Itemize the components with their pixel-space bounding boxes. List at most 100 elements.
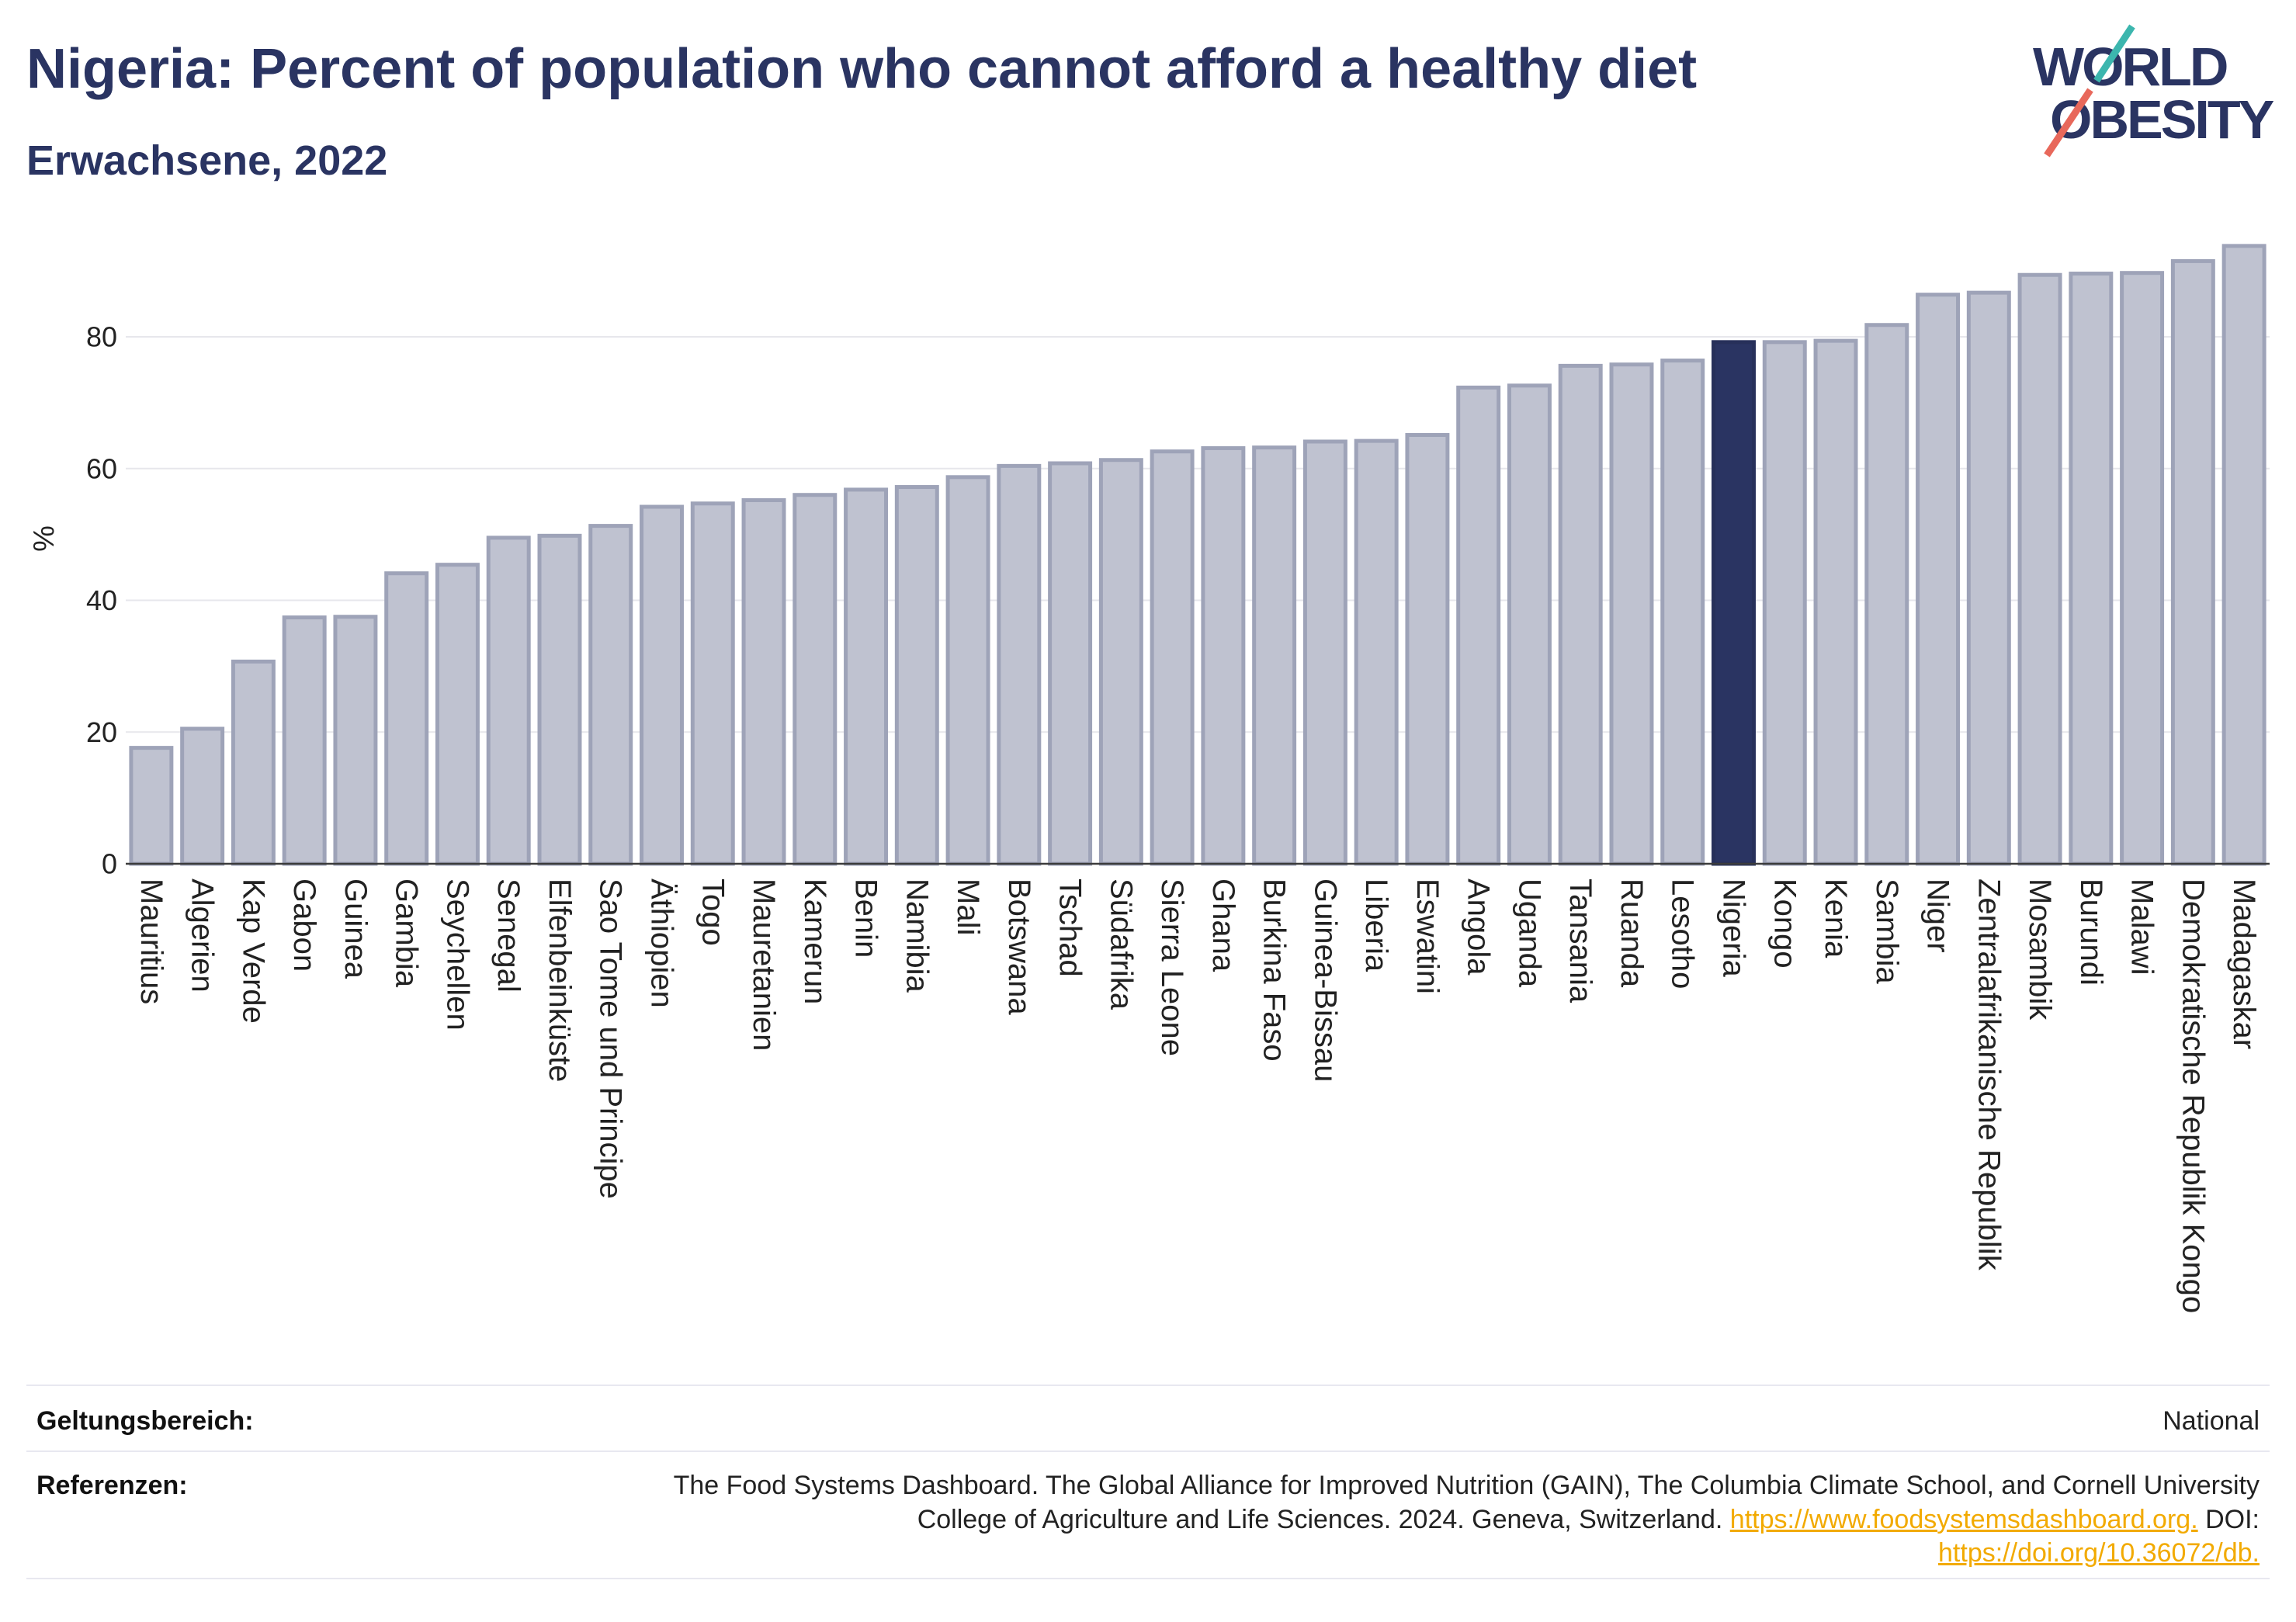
x-tick-label: Tansania xyxy=(1563,879,1597,1003)
bar-seychellen xyxy=(435,563,480,866)
x-tick-label: Mali xyxy=(951,879,985,935)
bar-kenia xyxy=(1813,338,1858,866)
reference-line-2: College of Agriculture and Life Sciences… xyxy=(674,1503,2260,1537)
x-tick-label: Uganda xyxy=(1512,879,1546,988)
bar-niger xyxy=(1916,293,1961,866)
doi-link[interactable]: https://doi.org/10.36072/db. xyxy=(1938,1538,2260,1568)
x-tick-label: Elfenbeinküste xyxy=(543,879,577,1082)
logo-text-obesity: OBESITY xyxy=(2050,89,2274,150)
bar-kamerun xyxy=(793,493,838,866)
bar-sudafrika xyxy=(1098,458,1143,866)
x-tick-label: Sambia xyxy=(1870,879,1904,984)
x-tick-label: Sierra Leone xyxy=(1155,879,1189,1056)
bar-sambia xyxy=(1864,323,1909,866)
x-axis-labels: Mauritius Algerien Kap Verde Gabon Guinea Gam… xyxy=(134,879,2261,1313)
bar-liberia xyxy=(1354,438,1399,866)
bar-angola xyxy=(1456,385,1501,866)
x-tick-label: Mauretanien xyxy=(747,879,781,1051)
footer-divider xyxy=(26,1578,2270,1579)
dashboard-link[interactable]: https://www.foodsystemsdashboard.org. xyxy=(1729,1504,2198,1534)
x-tick-label: Namibia xyxy=(900,879,934,993)
x-tick-label: Guinea xyxy=(338,879,373,979)
bar-madagaskar xyxy=(2221,244,2267,866)
x-tick-label: Liberia xyxy=(1359,879,1393,972)
bar-lesotho xyxy=(1660,359,1705,866)
y-axis-ticks: 0 20 40 60 80 xyxy=(86,321,117,880)
x-tick-label: Gambia xyxy=(390,879,424,988)
bars xyxy=(129,244,2267,866)
x-tick-label: Sao Tome und Principe xyxy=(594,879,628,1199)
bar-guinea-bissau xyxy=(1302,439,1347,866)
bar-uganda xyxy=(1507,383,1552,866)
bar-nigeria xyxy=(1712,340,1756,866)
bar-ghana xyxy=(1201,445,1246,866)
bar-burkina-faso xyxy=(1252,445,1297,866)
x-tick-label: Botswana xyxy=(1002,879,1036,1015)
y-tick-label: 40 xyxy=(86,584,117,616)
x-tick-label: Mauritius xyxy=(134,879,168,1004)
bar-burundi xyxy=(2069,272,2114,866)
bar-kap-verde xyxy=(231,659,276,866)
bar-mauretanien xyxy=(741,498,786,866)
bar-benin xyxy=(844,487,889,866)
x-tick-label: Demokratische Republik Kongo xyxy=(2176,879,2210,1313)
x-tick-label: Angola xyxy=(1462,879,1496,976)
bar-tschad xyxy=(1048,461,1093,866)
bar-namibia xyxy=(894,485,939,866)
x-tick-label: Südafrika xyxy=(1104,879,1138,1010)
bar-zentralafrikanische-republik xyxy=(1966,290,2011,866)
y-tick-label: 0 xyxy=(102,848,117,880)
bar-mosambik xyxy=(2017,272,2062,866)
x-tick-label: Lesotho xyxy=(1666,879,1700,989)
x-tick-label: Eswatini xyxy=(1410,879,1445,994)
x-tick-label: Burkina Faso xyxy=(1257,879,1292,1062)
x-tick-label: Seychellen xyxy=(440,879,474,1031)
references-label: Referenzen: xyxy=(36,1471,188,1500)
y-tick-label: 20 xyxy=(86,716,117,748)
bar-chart: % 0 20 40 60 80 Mauritius Algerien Kap Verde Gab… xyxy=(28,244,2270,1313)
world-obesity-logo: WORLD OBESITY xyxy=(2026,23,2290,163)
x-tick-label: Togo xyxy=(695,879,730,946)
x-tick-label: Ghana xyxy=(1206,879,1240,972)
y-tick-label: 60 xyxy=(86,452,117,484)
x-tick-label: Algerien xyxy=(186,879,220,993)
x-tick-label: Niger xyxy=(1921,879,1955,953)
bar-sierra-leone xyxy=(1150,449,1195,866)
bar-athiopien xyxy=(640,504,684,866)
x-tick-label: Malawi xyxy=(2125,879,2159,975)
bar-algerien xyxy=(180,726,225,866)
bar-togo xyxy=(690,501,735,866)
bar-botswana xyxy=(997,463,1042,866)
bar-mauritius xyxy=(129,746,174,866)
logo-slash-icon xyxy=(2044,24,2135,158)
reference-text: College of Agriculture and Life Sciences… xyxy=(917,1504,1723,1534)
x-tick-label: Gabon xyxy=(287,879,321,972)
bar-gambia xyxy=(384,571,429,866)
x-tick-label: Ruanda xyxy=(1614,879,1649,988)
bar-mali xyxy=(945,475,990,866)
x-tick-label: Guinea-Bissau xyxy=(1308,879,1342,1082)
x-tick-label: Madagaskar xyxy=(2227,879,2261,1049)
x-tick-label: Zentralafrikanische Republik xyxy=(1972,879,2006,1271)
bar-guinea xyxy=(333,615,378,866)
reference-line-1: The Food Systems Dashboard. The Global A… xyxy=(673,1471,2260,1500)
logo-text-world: WORLD xyxy=(2033,36,2228,97)
x-tick-label: Kamerun xyxy=(798,879,832,1004)
x-tick-label: Benin xyxy=(849,879,883,958)
page-title: Nigeria: Percent of population who canno… xyxy=(26,38,1698,100)
scope-label: Geltungsbereich: xyxy=(36,1406,254,1436)
bar-kongo xyxy=(1762,340,1807,866)
x-tick-label: Äthiopien xyxy=(645,879,679,1008)
x-tick-label: Nigeria xyxy=(1717,879,1751,977)
footer-divider xyxy=(26,1450,2270,1452)
bar-ruanda xyxy=(1609,362,1654,866)
gridlines xyxy=(126,336,2270,733)
bar-gabon xyxy=(282,615,327,866)
x-tick-label: Kenia xyxy=(1819,879,1853,958)
logo-slash-top xyxy=(2093,24,2135,83)
bar-senegal xyxy=(486,535,531,866)
bar-tansania xyxy=(1558,363,1603,866)
x-tick-label: Burundi xyxy=(2074,879,2108,986)
doi-label: DOI: xyxy=(2205,1504,2260,1534)
